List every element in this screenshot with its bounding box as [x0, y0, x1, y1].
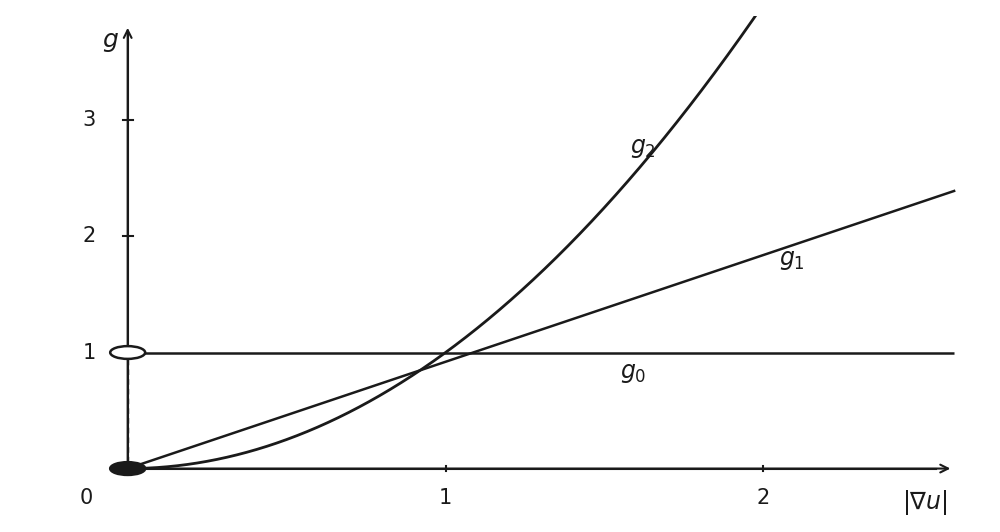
Text: 1: 1 — [439, 488, 452, 508]
Text: $g$: $g$ — [102, 30, 119, 54]
Text: 2: 2 — [83, 227, 96, 246]
Text: 3: 3 — [83, 111, 96, 130]
Text: $g_1$: $g_1$ — [779, 248, 805, 272]
Text: 0: 0 — [80, 488, 93, 508]
Circle shape — [110, 462, 145, 475]
Text: 2: 2 — [757, 488, 770, 508]
Text: $g_2$: $g_2$ — [630, 136, 656, 160]
Text: 1: 1 — [83, 343, 96, 362]
Circle shape — [110, 346, 145, 359]
Text: $g_0$: $g_0$ — [620, 361, 647, 385]
Text: $|\nabla u|$: $|\nabla u|$ — [902, 488, 948, 517]
